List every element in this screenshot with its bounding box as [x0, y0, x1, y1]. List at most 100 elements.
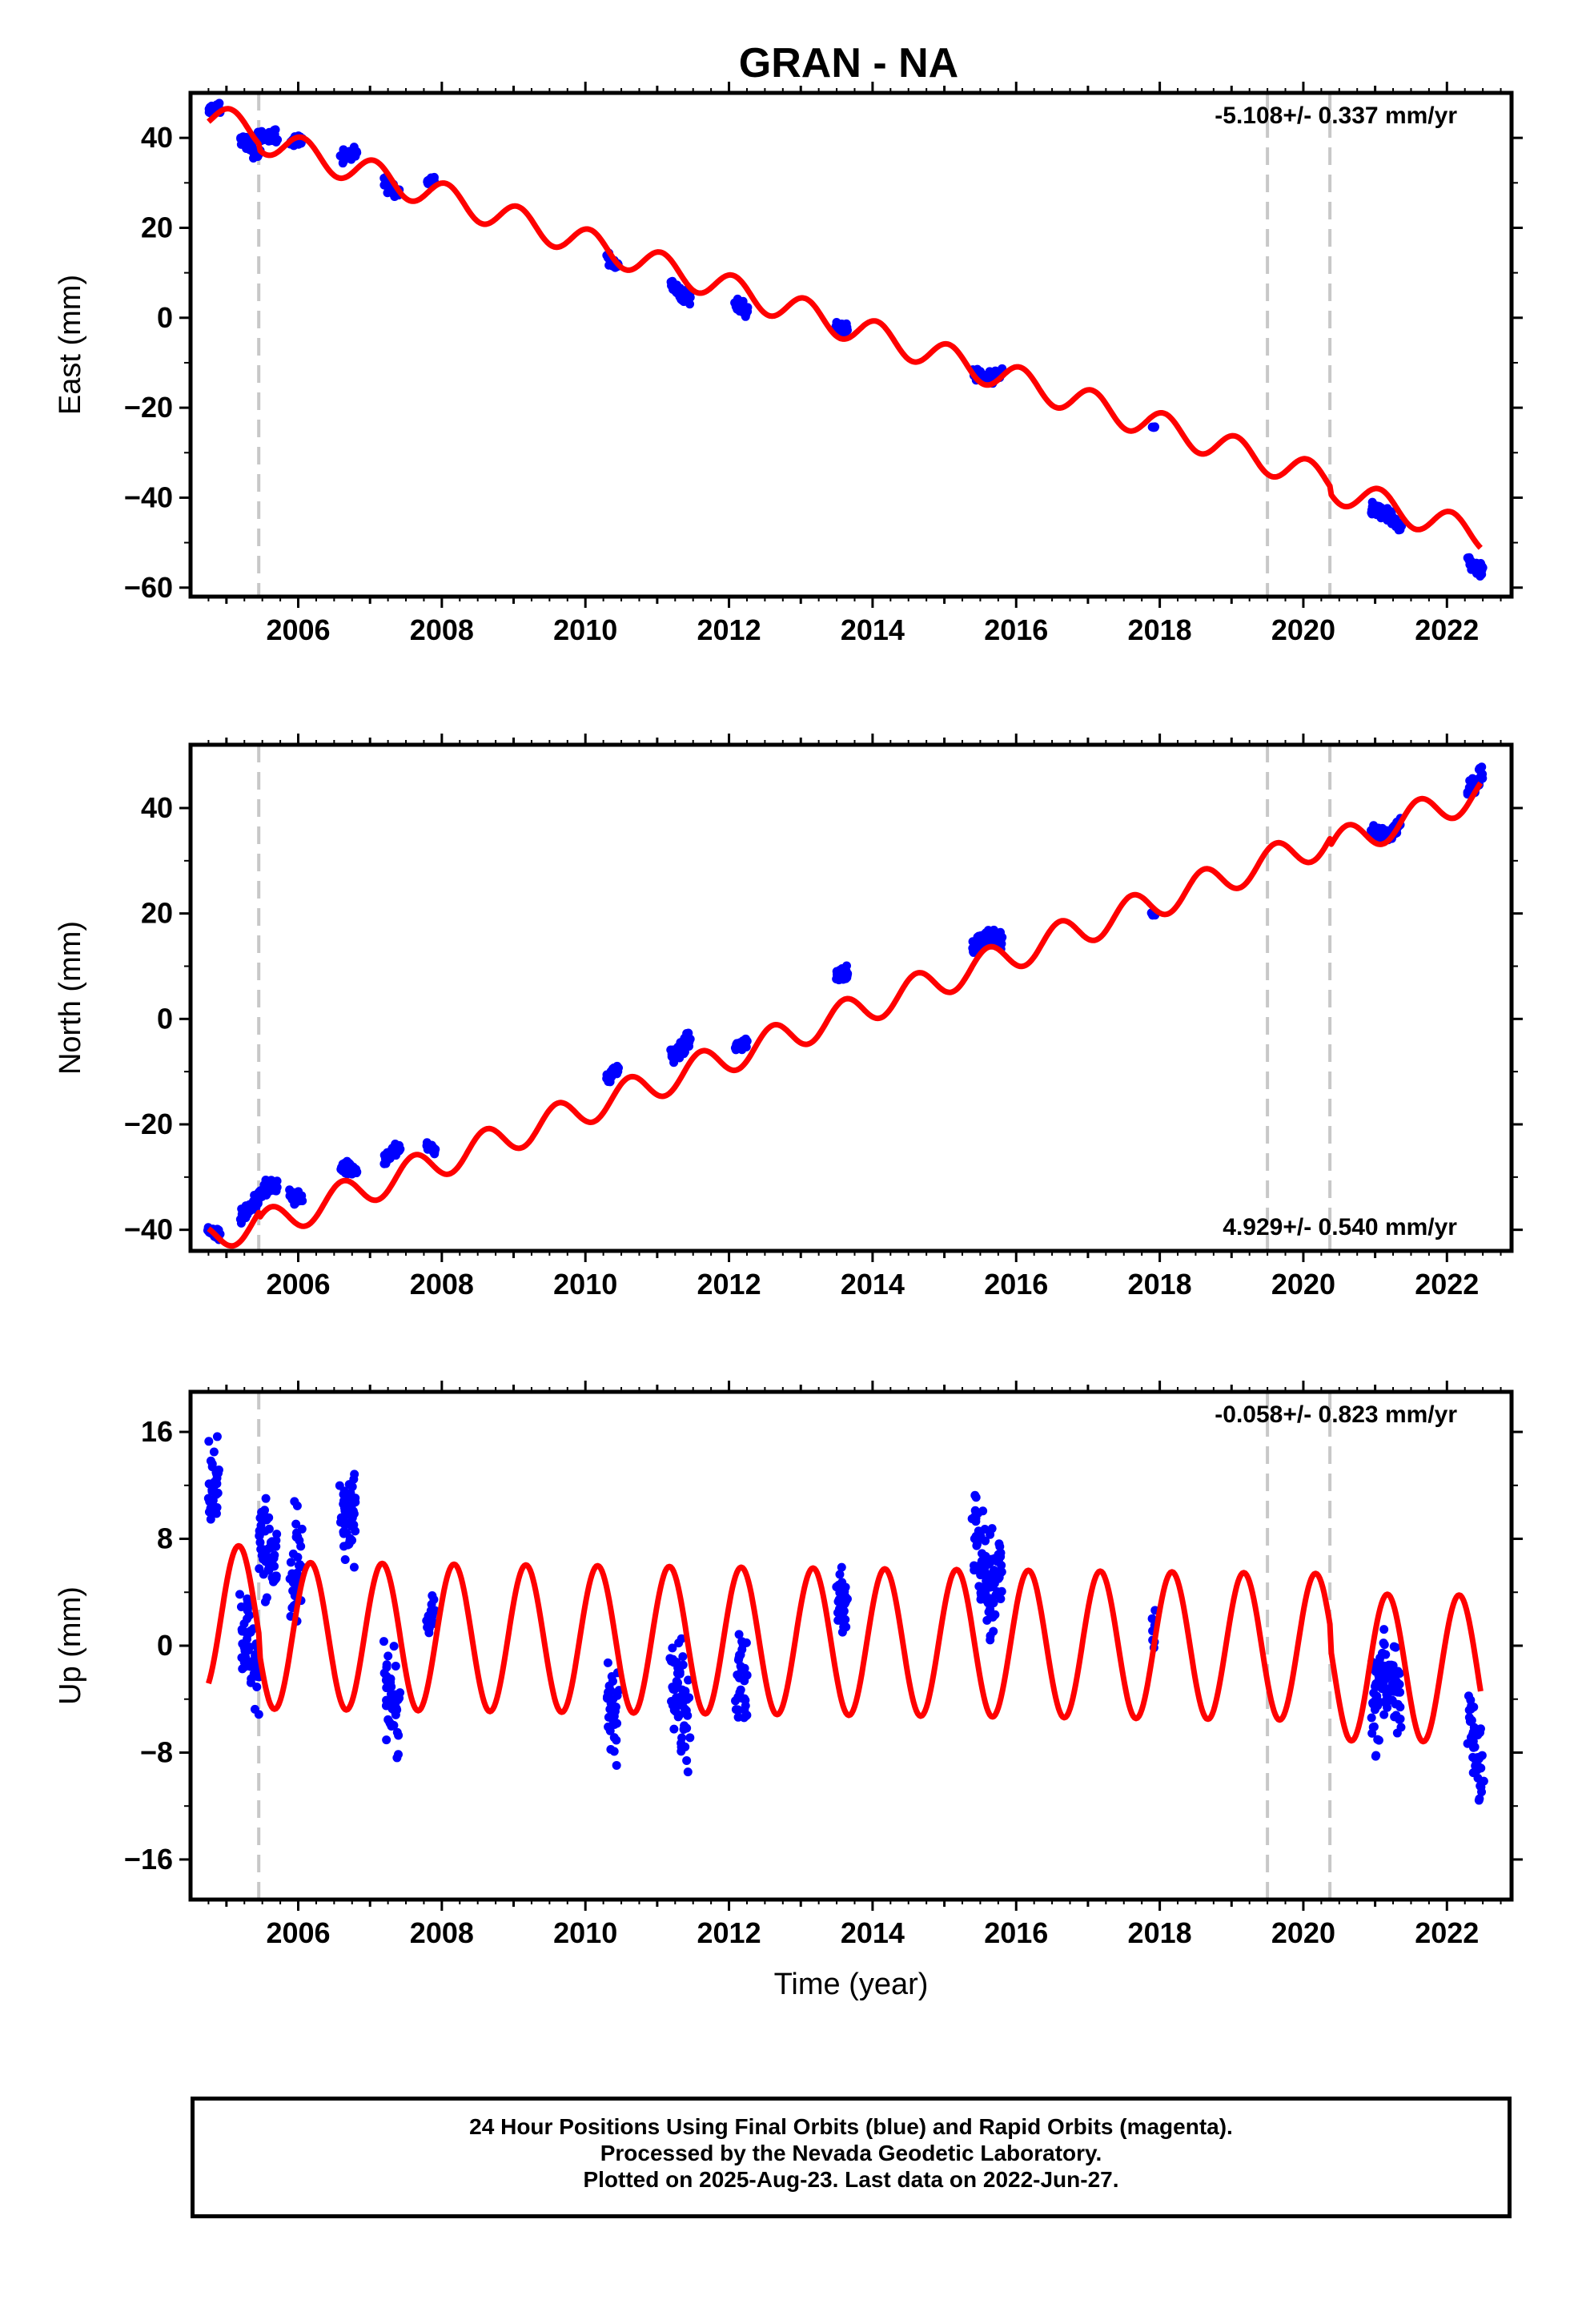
- data-point: [387, 1682, 396, 1691]
- data-point: [736, 1685, 745, 1695]
- data-point: [295, 1192, 305, 1202]
- data-point: [243, 1594, 252, 1604]
- x-tick-label: 2006: [266, 1268, 330, 1301]
- data-point: [990, 1610, 999, 1620]
- data-point: [382, 1663, 391, 1672]
- data-point: [349, 1509, 359, 1518]
- data-point: [1479, 1776, 1488, 1786]
- data-point: [394, 1731, 404, 1740]
- data-point: [837, 1562, 846, 1572]
- data-point: [1371, 1751, 1381, 1760]
- data-point: [997, 1561, 1006, 1570]
- x-tick-label: 2010: [553, 1916, 617, 1949]
- data-point: [264, 1513, 274, 1522]
- data-point: [204, 1437, 214, 1446]
- data-layer: [203, 1432, 1488, 1805]
- data-point: [1379, 1638, 1388, 1648]
- panels: 2006 2008 2010 2012 2014 2016 2018 2020 20224020…: [54, 82, 1523, 2001]
- data-point: [685, 1733, 695, 1743]
- data-point: [1393, 1667, 1403, 1676]
- plot-frame: [188, 742, 1514, 1253]
- data-point: [1379, 1625, 1389, 1634]
- chart-title: GRAN - NA: [739, 40, 958, 86]
- x-tick-label: 2018: [1128, 1916, 1192, 1949]
- data-point: [989, 1626, 998, 1636]
- data-point: [349, 1474, 359, 1484]
- data-point: [986, 1635, 995, 1645]
- data-point: [396, 1688, 405, 1698]
- x-axis-label: Time (year): [774, 1968, 929, 2001]
- data-point: [1395, 1714, 1405, 1723]
- data-point: [391, 1661, 400, 1671]
- data-point: [841, 1614, 850, 1624]
- data-point: [340, 1555, 350, 1565]
- y-tick-label: 8: [157, 1522, 173, 1555]
- data-point: [297, 1524, 307, 1534]
- data-point: [612, 1735, 621, 1745]
- data-point: [611, 1702, 620, 1711]
- data-point: [1477, 569, 1487, 579]
- data-point: [379, 1637, 388, 1647]
- x-tick-label: 2012: [697, 1916, 761, 1949]
- data-point: [842, 973, 852, 983]
- data-point: [261, 1494, 271, 1503]
- data-point: [1147, 1614, 1157, 1623]
- x-tick-label: 2012: [697, 1268, 761, 1301]
- data-point: [1395, 1687, 1405, 1697]
- y-tick-label: 40: [141, 791, 173, 824]
- y-tick-label: 0: [157, 1002, 173, 1035]
- data-point: [429, 1594, 439, 1604]
- data-point: [352, 148, 362, 158]
- data-point: [349, 1562, 359, 1572]
- data-point: [683, 1711, 693, 1720]
- data-point: [741, 1034, 750, 1043]
- data-point: [971, 1493, 981, 1502]
- data-point: [743, 303, 753, 312]
- data-point: [734, 1630, 744, 1639]
- data-point: [1375, 1655, 1384, 1665]
- y-axis-label: East (mm): [54, 275, 87, 415]
- x-tick-label: 2014: [841, 1916, 905, 1949]
- data-point: [1397, 521, 1407, 531]
- data-point: [1395, 1679, 1404, 1689]
- data-point: [351, 1526, 360, 1536]
- data-point: [253, 1199, 263, 1208]
- data-point: [678, 1652, 688, 1662]
- data-point: [1381, 1650, 1391, 1659]
- y-tick-label: 40: [141, 121, 173, 154]
- data-point: [392, 1705, 402, 1715]
- x-tick-label: 2006: [266, 613, 330, 646]
- data-point: [235, 1590, 244, 1599]
- data-point: [214, 1465, 223, 1474]
- data-point: [1396, 1723, 1406, 1732]
- data-point: [742, 1711, 752, 1720]
- data-point: [347, 1535, 357, 1545]
- data-point: [1369, 1722, 1379, 1731]
- plot-frame: [188, 90, 1514, 599]
- data-point: [1379, 1710, 1389, 1719]
- y-tick-label: −60: [124, 571, 173, 604]
- data-point: [668, 1643, 677, 1653]
- data-point: [1477, 561, 1487, 571]
- data-point: [678, 1660, 688, 1670]
- x-tick-label: 2016: [984, 1916, 1048, 1949]
- data-point: [254, 1710, 263, 1719]
- rate-annotation: -5.108+/- 0.337 mm/yr: [1215, 103, 1457, 129]
- data-point: [252, 1682, 262, 1691]
- data-point: [351, 1498, 360, 1507]
- data-point: [207, 1459, 217, 1469]
- x-tick-label: 2016: [984, 613, 1048, 646]
- data-point: [841, 1622, 851, 1632]
- data-point: [989, 1598, 998, 1608]
- data-point: [733, 1705, 743, 1715]
- footer-line-3: Plotted on 2025-Aug-23. Last data on 202…: [583, 2167, 1119, 2192]
- data-point: [347, 1482, 357, 1491]
- data-point: [293, 1553, 303, 1562]
- footer-box: 24 Hour Positions Using Final Orbits (bl…: [191, 2097, 1512, 2218]
- y-tick-label: 0: [157, 301, 173, 334]
- panel-north: 2006 2008 2010 2012 2014 2016 2018 2020 2022 40 20…: [54, 734, 1523, 1301]
- x-tick-label: 2018: [1128, 613, 1192, 646]
- x-tick-label: 2022: [1415, 1268, 1479, 1301]
- x-tick-label: 2022: [1415, 1916, 1479, 1949]
- data-point: [835, 1570, 845, 1579]
